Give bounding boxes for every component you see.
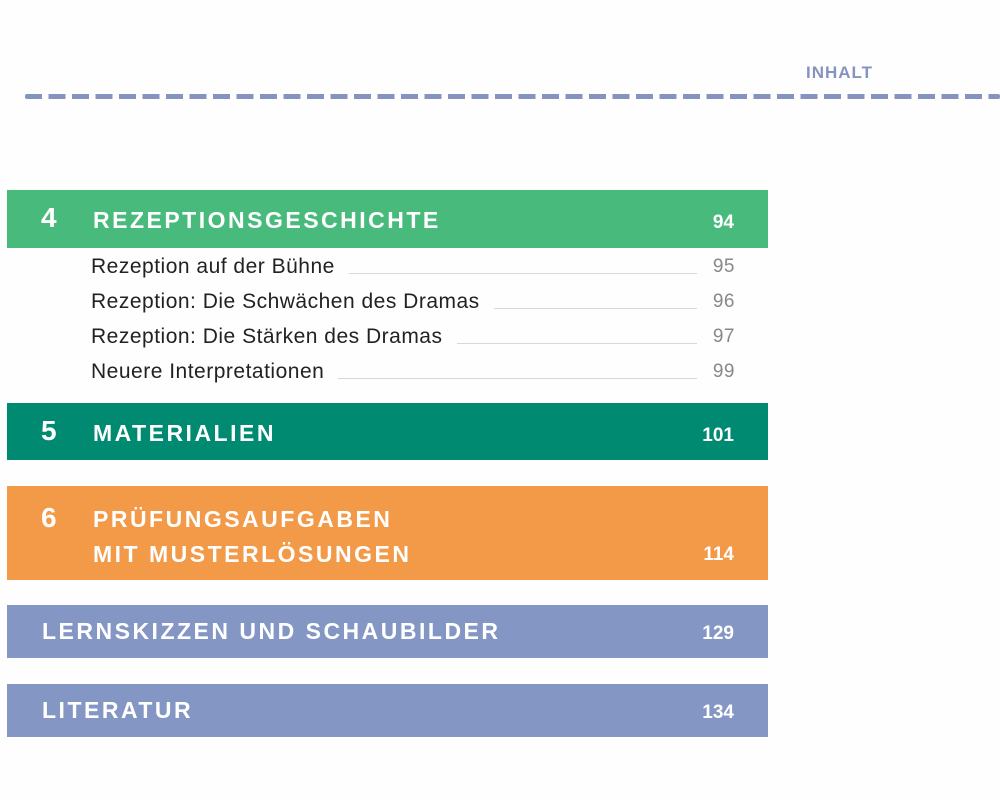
chapter-title: LITERATUR [42, 697, 194, 723]
toc-item-label: Neuere Interpretationen [91, 360, 325, 383]
chapter-4-heading[interactable]: 4 REZEPTIONSGESCHICHTE 94 [7, 190, 768, 248]
toc-item-page: 99 [712, 361, 735, 382]
leader-line [338, 377, 697, 379]
chapter-page: 101 [702, 425, 734, 446]
dashed-divider [25, 94, 1000, 99]
chapter-page: 129 [702, 623, 734, 644]
toc-item[interactable]: Rezeption: Die Schwächen des Dramas 96 [91, 287, 735, 317]
leader-line [493, 307, 697, 309]
chapter-page: 94 [712, 212, 734, 233]
chapter-page: 114 [703, 544, 734, 565]
chapter-5-heading[interactable]: 5 MATERIALIEN 101 [7, 403, 768, 460]
toc-item-label: Rezeption: Die Stärken des Dramas [91, 325, 443, 348]
chapter-title: REZEPTIONSGESCHICHTE [93, 207, 441, 233]
toc-item-page: 97 [712, 326, 735, 347]
toc-item-page: 95 [712, 256, 735, 277]
toc-item[interactable]: Rezeption: Die Stärken des Dramas 97 [91, 322, 735, 352]
chapter-number: 5 [41, 415, 57, 446]
chapter-title-line1: PRÜFUNGSAUFGABEN [93, 506, 393, 532]
chapter-number: 4 [41, 202, 57, 233]
section-header: INHALT [806, 63, 874, 82]
chapter-title: LERNSKIZZEN UND SCHAUBILDER [42, 618, 501, 644]
leader-line [456, 342, 697, 344]
chapter-number: 6 [41, 502, 57, 533]
chapter-6-heading[interactable]: 6 PRÜFUNGSAUFGABEN MIT MUSTERLÖSUNGEN 11… [7, 486, 768, 580]
toc-item[interactable]: Rezeption auf der Bühne 95 [91, 252, 735, 282]
literatur-heading[interactable]: LITERATUR 134 [7, 684, 768, 737]
toc-item-page: 96 [712, 291, 735, 312]
toc-item-label: Rezeption: Die Schwächen des Dramas [91, 290, 480, 313]
toc-item[interactable]: Neuere Interpretationen 99 [91, 357, 735, 387]
toc-item-label: Rezeption auf der Bühne [91, 255, 335, 278]
chapter-title-line2: MIT MUSTERLÖSUNGEN [93, 541, 412, 567]
lernskizzen-heading[interactable]: LERNSKIZZEN UND SCHAUBILDER 129 [7, 605, 768, 658]
leader-line [348, 272, 697, 274]
chapter-page: 134 [702, 702, 734, 723]
chapter-title: MATERIALIEN [93, 420, 276, 446]
